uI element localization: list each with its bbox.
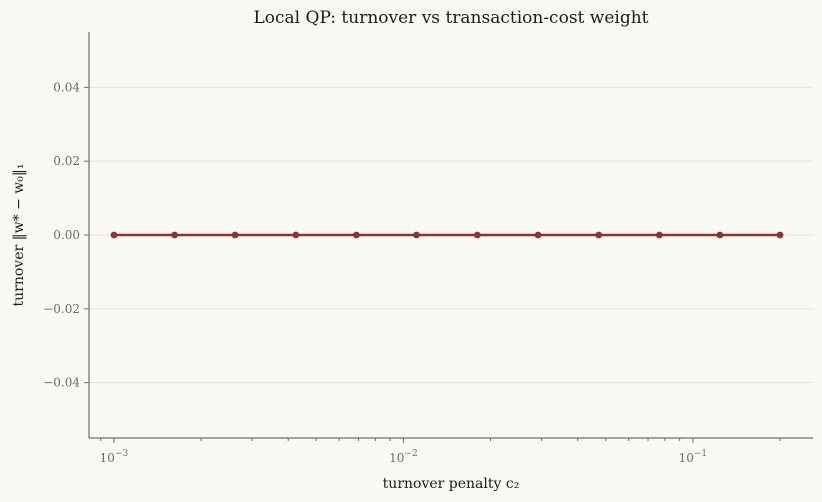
axis-layer: 0.04 0.02 0.00 −0.02 −0.04 10−3 10−2 10−1 — [43, 32, 813, 465]
x-tick-label: 10−1 — [679, 449, 708, 465]
data-point — [716, 231, 724, 239]
x-axis-label: turnover penalty c₂ — [383, 476, 520, 492]
y-tick-label: 0.04 — [53, 80, 80, 94]
y-tick-label: 0.02 — [53, 154, 80, 168]
data-point — [413, 231, 420, 239]
data-point — [595, 231, 603, 239]
data-point — [655, 231, 663, 239]
data-point — [110, 231, 118, 239]
y-tick-label: −0.02 — [43, 302, 80, 316]
data-point — [171, 231, 178, 239]
series-layer — [110, 231, 784, 239]
data-point — [292, 231, 300, 239]
data-point — [534, 231, 542, 239]
x-tick-label: 10−2 — [389, 449, 418, 465]
y-tick-label: 0.00 — [53, 228, 80, 242]
data-point — [776, 231, 784, 239]
y-tick-label: −0.04 — [43, 376, 80, 390]
y-axis-label: turnover ‖w* − w₀‖₁ — [11, 164, 27, 307]
data-point — [473, 231, 481, 239]
chart-title: Local QP: turnover vs transaction-cost w… — [254, 8, 649, 28]
data-point — [231, 231, 239, 239]
x-tick-label: 10−3 — [100, 449, 129, 465]
data-point — [353, 231, 360, 239]
